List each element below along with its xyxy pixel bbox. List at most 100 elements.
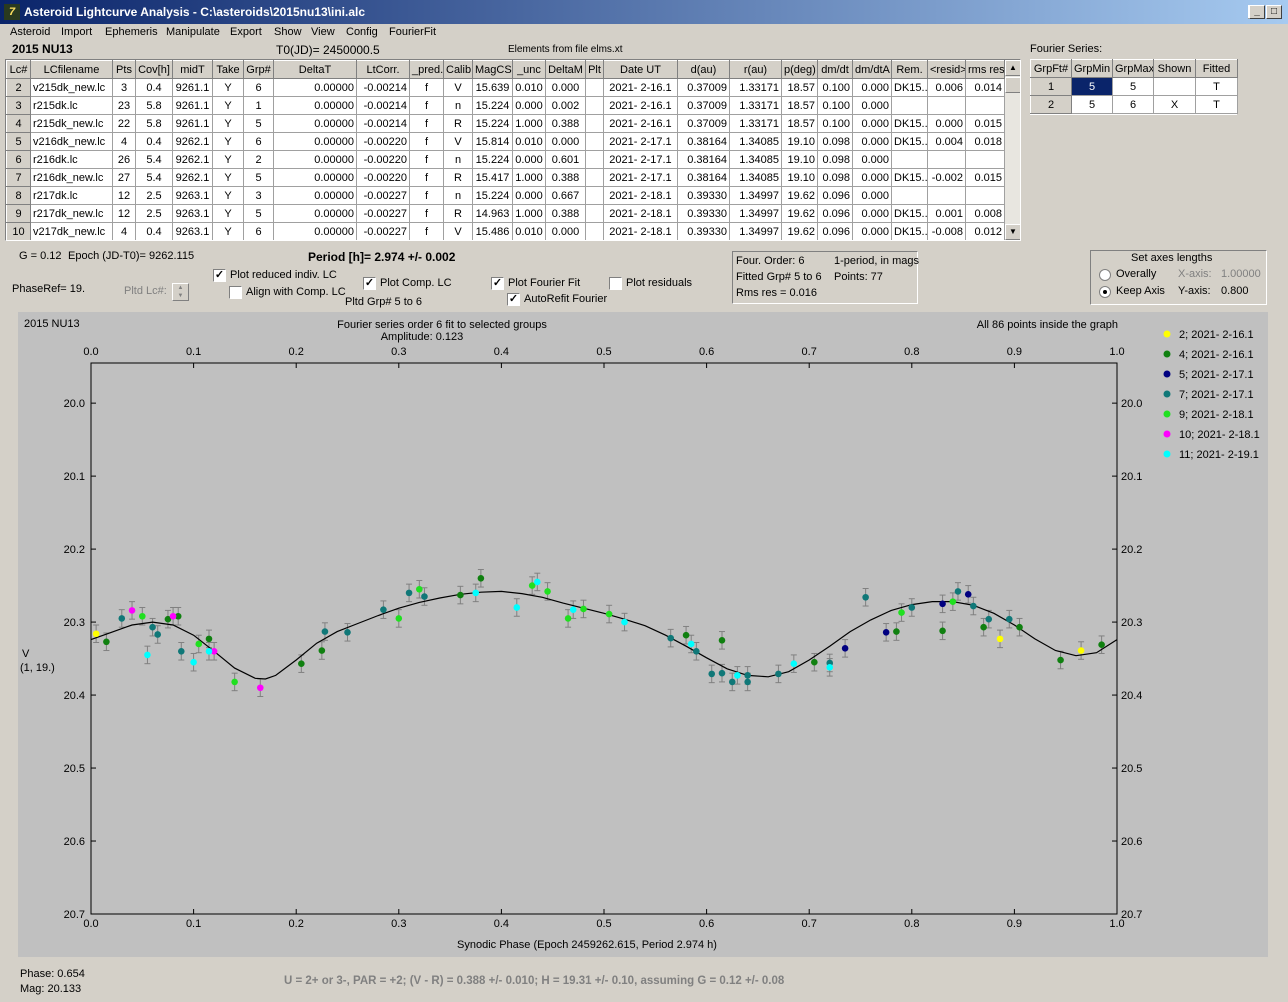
table-cell[interactable]: 15.417 xyxy=(472,168,513,187)
table-cell[interactable]: 0.015 xyxy=(965,168,1005,187)
table-cell[interactable]: f xyxy=(409,114,444,133)
table-cell[interactable]: -0.00227 xyxy=(356,222,410,240)
lc-column-header[interactable]: LCfilename xyxy=(30,60,113,79)
table-cell[interactable]: 1.34085 xyxy=(729,132,782,151)
table-cell[interactable] xyxy=(927,186,966,205)
table-cell[interactable]: f xyxy=(409,204,444,223)
table-cell[interactable]: 0.010 xyxy=(512,78,546,97)
table-row[interactable]: 8 r217dk.lc 12 2.5 9263.1 Y 3 0.00000 -0.00227 f n… xyxy=(6,186,1005,205)
x-axis-value[interactable]: 1.00000 xyxy=(1221,268,1261,280)
fourier-column-header[interactable]: Fitted xyxy=(1195,59,1238,78)
table-cell[interactable]: 0.39330 xyxy=(677,222,730,240)
table-cell[interactable]: 5 xyxy=(243,114,274,133)
table-cell[interactable]: -0.00227 xyxy=(356,204,410,223)
table-cell[interactable]: 0.000 xyxy=(852,78,892,97)
table-cell[interactable]: -0.008 xyxy=(927,222,966,240)
table-cell[interactable]: Y xyxy=(212,204,244,223)
lc-column-header[interactable]: DeltaT xyxy=(273,60,357,79)
table-cell[interactable]: 12 xyxy=(112,204,136,223)
row-header-cell[interactable]: 10 xyxy=(6,222,31,240)
table-cell[interactable]: Y xyxy=(212,96,244,115)
table-cell[interactable]: 0.38164 xyxy=(677,132,730,151)
table-cell[interactable]: 0.018 xyxy=(965,132,1005,151)
table-cell[interactable]: 3 xyxy=(112,78,136,97)
table-cell[interactable]: 0.388 xyxy=(545,168,586,187)
lc-column-header[interactable]: Pts xyxy=(112,60,136,79)
table-cell[interactable]: 0.00000 xyxy=(273,150,357,169)
table-cell[interactable]: 0.098 xyxy=(817,150,853,169)
table-cell[interactable]: Y xyxy=(212,150,244,169)
table-cell[interactable]: 6 xyxy=(243,78,274,97)
row-header-cell[interactable]: 8 xyxy=(6,186,31,205)
align-comp-checkbox[interactable] xyxy=(229,286,242,299)
table-cell[interactable]: 15.224 xyxy=(472,96,513,115)
table-cell[interactable]: 0.601 xyxy=(545,150,586,169)
pltd-lc-spinner[interactable]: ▲ ▼ xyxy=(172,283,189,301)
maximize-button[interactable]: □ xyxy=(1266,5,1282,19)
plot-residuals-checkbox[interactable] xyxy=(609,277,622,290)
lc-column-header[interactable]: Plt xyxy=(585,60,604,79)
menu-manipulate[interactable]: Manipulate xyxy=(166,26,220,38)
table-cell[interactable]: 0.39330 xyxy=(677,204,730,223)
table-cell[interactable]: 2021- 2-18.1 xyxy=(603,204,678,223)
table-cell[interactable]: R xyxy=(443,204,473,223)
table-cell[interactable]: 5 xyxy=(243,168,274,187)
table-cell[interactable]: 9263.1 xyxy=(172,204,213,223)
table-cell[interactable]: 0.00000 xyxy=(273,168,357,187)
scroll-up-icon[interactable]: ▲ xyxy=(1005,60,1020,76)
table-cell[interactable] xyxy=(927,150,966,169)
table-cell[interactable]: 18.57 xyxy=(781,96,818,115)
menu-ephemeris[interactable]: Ephemeris xyxy=(105,26,158,38)
table-cell[interactable]: 19.10 xyxy=(781,132,818,151)
table-cell[interactable]: 0.00000 xyxy=(273,132,357,151)
autorefit-checkbox[interactable]: ✓ xyxy=(507,293,520,306)
table-cell[interactable]: 15.224 xyxy=(472,150,513,169)
row-header-cell[interactable]: 6 xyxy=(6,150,31,169)
table-cell[interactable]: 0.010 xyxy=(512,222,546,240)
table-scrollbar[interactable]: ▲ ▼ xyxy=(1005,60,1020,240)
table-cell[interactable]: 15.486 xyxy=(472,222,513,240)
table-row[interactable]: 10 v217dk_new.lc 4 0.4 9263.1 Y 6 0.00000 -0.002… xyxy=(6,222,1005,240)
lc-column-header[interactable]: rms res xyxy=(965,60,1005,79)
table-cell[interactable]: -0.00214 xyxy=(356,114,410,133)
table-cell[interactable]: 0.000 xyxy=(852,186,892,205)
lc-column-header[interactable]: LtCorr. xyxy=(356,60,410,79)
table-cell[interactable] xyxy=(585,114,604,133)
lc-column-header[interactable]: dm/dt xyxy=(817,60,853,79)
lightcurve-table[interactable]: Lc# LCfilename Pts Cov[h] midT Take Grp# DeltaT… xyxy=(5,59,1021,241)
table-cell[interactable]: 0.100 xyxy=(817,96,853,115)
table-cell[interactable]: -0.00220 xyxy=(356,168,410,187)
table-cell[interactable]: 0.37009 xyxy=(677,78,730,97)
table-cell[interactable]: -0.00214 xyxy=(356,96,410,115)
menu-export[interactable]: Export xyxy=(230,26,262,38)
table-cell[interactable]: 1.34997 xyxy=(729,186,782,205)
lc-column-header[interactable]: MagCS xyxy=(472,60,513,79)
keep-axis-radio[interactable] xyxy=(1099,286,1111,298)
fourier-cell[interactable]: 5 xyxy=(1112,77,1154,96)
table-cell[interactable]: 1 xyxy=(243,96,274,115)
table-cell[interactable]: 0.000 xyxy=(545,222,586,240)
row-header-cell[interactable]: 2 xyxy=(6,78,31,97)
table-cell[interactable]: 0.388 xyxy=(545,114,586,133)
table-cell[interactable] xyxy=(927,96,966,115)
table-cell[interactable]: 19.62 xyxy=(781,204,818,223)
table-cell[interactable]: 0.001 xyxy=(927,204,966,223)
fourier-column-header[interactable]: GrpFt# xyxy=(1030,59,1072,78)
table-cell[interactable]: 9261.1 xyxy=(172,96,213,115)
table-cell[interactable]: 2 xyxy=(243,150,274,169)
table-cell[interactable]: 9261.1 xyxy=(172,78,213,97)
table-cell[interactable]: 15.814 xyxy=(472,132,513,151)
table-cell[interactable]: DK15.. xyxy=(891,222,928,240)
table-cell[interactable]: Y xyxy=(212,186,244,205)
table-cell[interactable]: 1.000 xyxy=(512,114,546,133)
fourier-cell[interactable]: T xyxy=(1195,95,1238,114)
table-cell[interactable]: Y xyxy=(212,222,244,240)
table-cell[interactable]: 27 xyxy=(112,168,136,187)
table-row[interactable]: 5 v216dk_new.lc 4 0.4 9262.1 Y 6 0.00000 -0.0022… xyxy=(6,132,1005,151)
table-cell[interactable]: 4 xyxy=(112,222,136,240)
table-cell[interactable]: 0.100 xyxy=(817,114,853,133)
fourier-cell[interactable]: 5 xyxy=(1071,77,1113,96)
menu-config[interactable]: Config xyxy=(346,26,378,38)
table-cell[interactable]: 2021- 2-18.1 xyxy=(603,186,678,205)
